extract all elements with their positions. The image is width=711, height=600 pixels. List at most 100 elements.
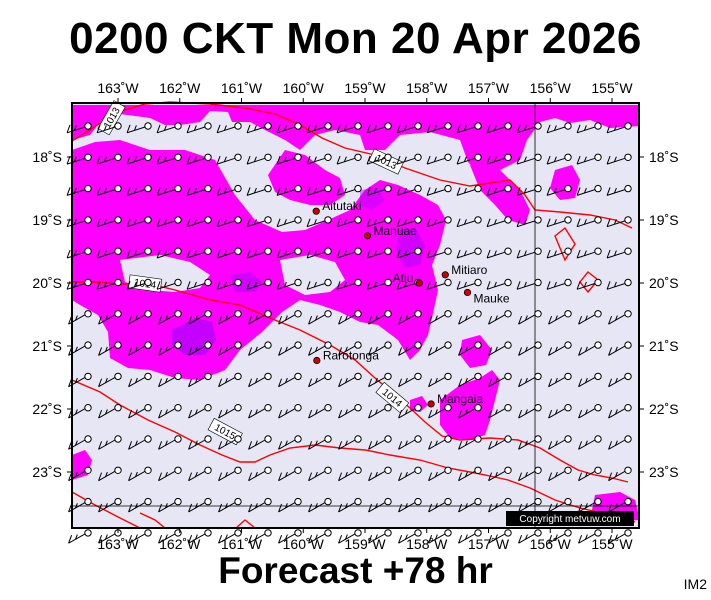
wind-barb [126,153,152,165]
wind-barb [128,435,152,450]
lat-label-right: 22˚S [649,401,679,417]
lon-label-bottom: 158˚W [406,536,448,552]
place-marker: Rarotonga [313,348,379,365]
wind-barb [576,184,602,196]
place-name: Mangaia [437,392,483,406]
lat-label-right: 21˚S [649,338,679,354]
lat-label-left: 21˚S [32,338,62,354]
wind-barb [606,153,632,165]
wind-barb [336,122,362,134]
wind-barb [336,247,362,259]
wind-barb [548,497,572,513]
wind-barb [578,310,602,325]
lon-axis-top: 163˚W 162˚W 161˚W 160˚W 159˚W 158˚W 157˚W 156˚W… [97,80,633,103]
wind-barb [278,372,302,388]
wind-barb [308,497,332,513]
wind-barb [248,404,272,419]
wind-barb [158,404,182,419]
wind-barb [96,216,122,228]
wind-barb [336,184,362,196]
wind-barb [578,341,602,356]
wind-barb [428,372,452,388]
wind-barb [128,529,152,544]
wind-barb [368,404,392,419]
place-marker: Mauke [463,288,510,305]
wind-barb [548,310,572,325]
wind-barb [156,184,182,196]
wind-barb [396,122,422,134]
wind-barb [306,122,332,134]
wind-barb [308,372,332,388]
wind-barb [218,466,242,482]
lon-label-top: 163˚W [97,80,139,96]
wind-barb [546,278,572,290]
wind-barb [306,247,332,259]
wind-barb [278,497,302,513]
wind-barb [428,310,452,325]
wind-barb [98,372,122,388]
wind-barb [338,341,362,356]
wind-barb [306,184,332,196]
lat-label-right: 23˚S [649,464,679,480]
lat-axis-left: 18˚S 19˚S 20˚S 21˚S 22˚S 23˚S [32,149,72,480]
lat-axis-right: 18˚S 19˚S 20˚S 21˚S 22˚S 23˚S [639,149,679,480]
wind-barb [188,497,212,513]
wind-barb [608,435,632,450]
wind-barb [396,184,422,196]
wind-barb [96,153,122,165]
wind-barb [398,435,422,450]
wind-barb [546,153,572,165]
lon-label-bottom: 159˚W [344,536,386,552]
wind-barb [578,497,602,513]
lat-label-left: 18˚S [32,149,62,165]
wind-barb [518,372,542,388]
wind-barb [398,497,422,513]
wind-barb [366,122,392,134]
wind-barb [308,341,332,356]
wind-barb [308,310,332,325]
wind-barb [216,278,242,290]
wind-barb [188,435,212,450]
wind-barb [306,278,332,290]
lon-label-bottom: 160˚W [283,536,325,552]
wind-barb [396,153,422,165]
wind-barb [188,404,212,419]
wind-barb [126,122,152,134]
lon-label-bottom: 156˚W [530,536,572,552]
lat-label-left: 23˚S [32,464,62,480]
wind-barb [278,341,302,356]
wind-barb [516,278,542,290]
wind-barb [456,278,482,290]
place-dot [441,271,449,279]
place-dot [427,400,435,408]
wind-barb [156,247,182,259]
wind-barb [128,372,152,388]
wind-barb [426,247,452,259]
wind-barb [278,404,302,419]
wind-barb [246,247,272,259]
wind-barb [518,310,542,325]
lat-label-left: 22˚S [32,401,62,417]
wind-barb [366,184,392,196]
lon-label-top: 157˚W [468,80,510,96]
wind-barb [338,404,362,419]
wind-barb [248,529,272,544]
wind-barb [308,466,332,482]
wind-barb [246,278,272,290]
wind-barb [278,529,302,544]
place-marker: Aitutaki [312,199,362,215]
wind-barb [368,372,392,388]
wind-barb [426,122,452,134]
wind-barb [218,435,242,450]
wind-barb [156,122,182,134]
wind-barb [156,153,182,165]
wind-barb [368,529,392,544]
wind-barb [126,216,152,228]
wind-barb [398,529,422,544]
wind-barb [486,216,512,228]
place-marker: Mangaia [427,392,483,408]
wind-barb [96,278,122,290]
wind-barb [548,372,572,388]
wind-barb [428,404,452,419]
